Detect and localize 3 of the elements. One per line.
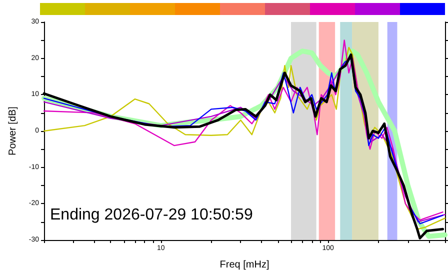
annotation: Ending 2026-07-29 10:50:59 (50, 206, 253, 224)
y-axis-title: Power [dB] (8, 106, 18, 156)
x-axis-title: Freq [mHz] (220, 260, 270, 270)
